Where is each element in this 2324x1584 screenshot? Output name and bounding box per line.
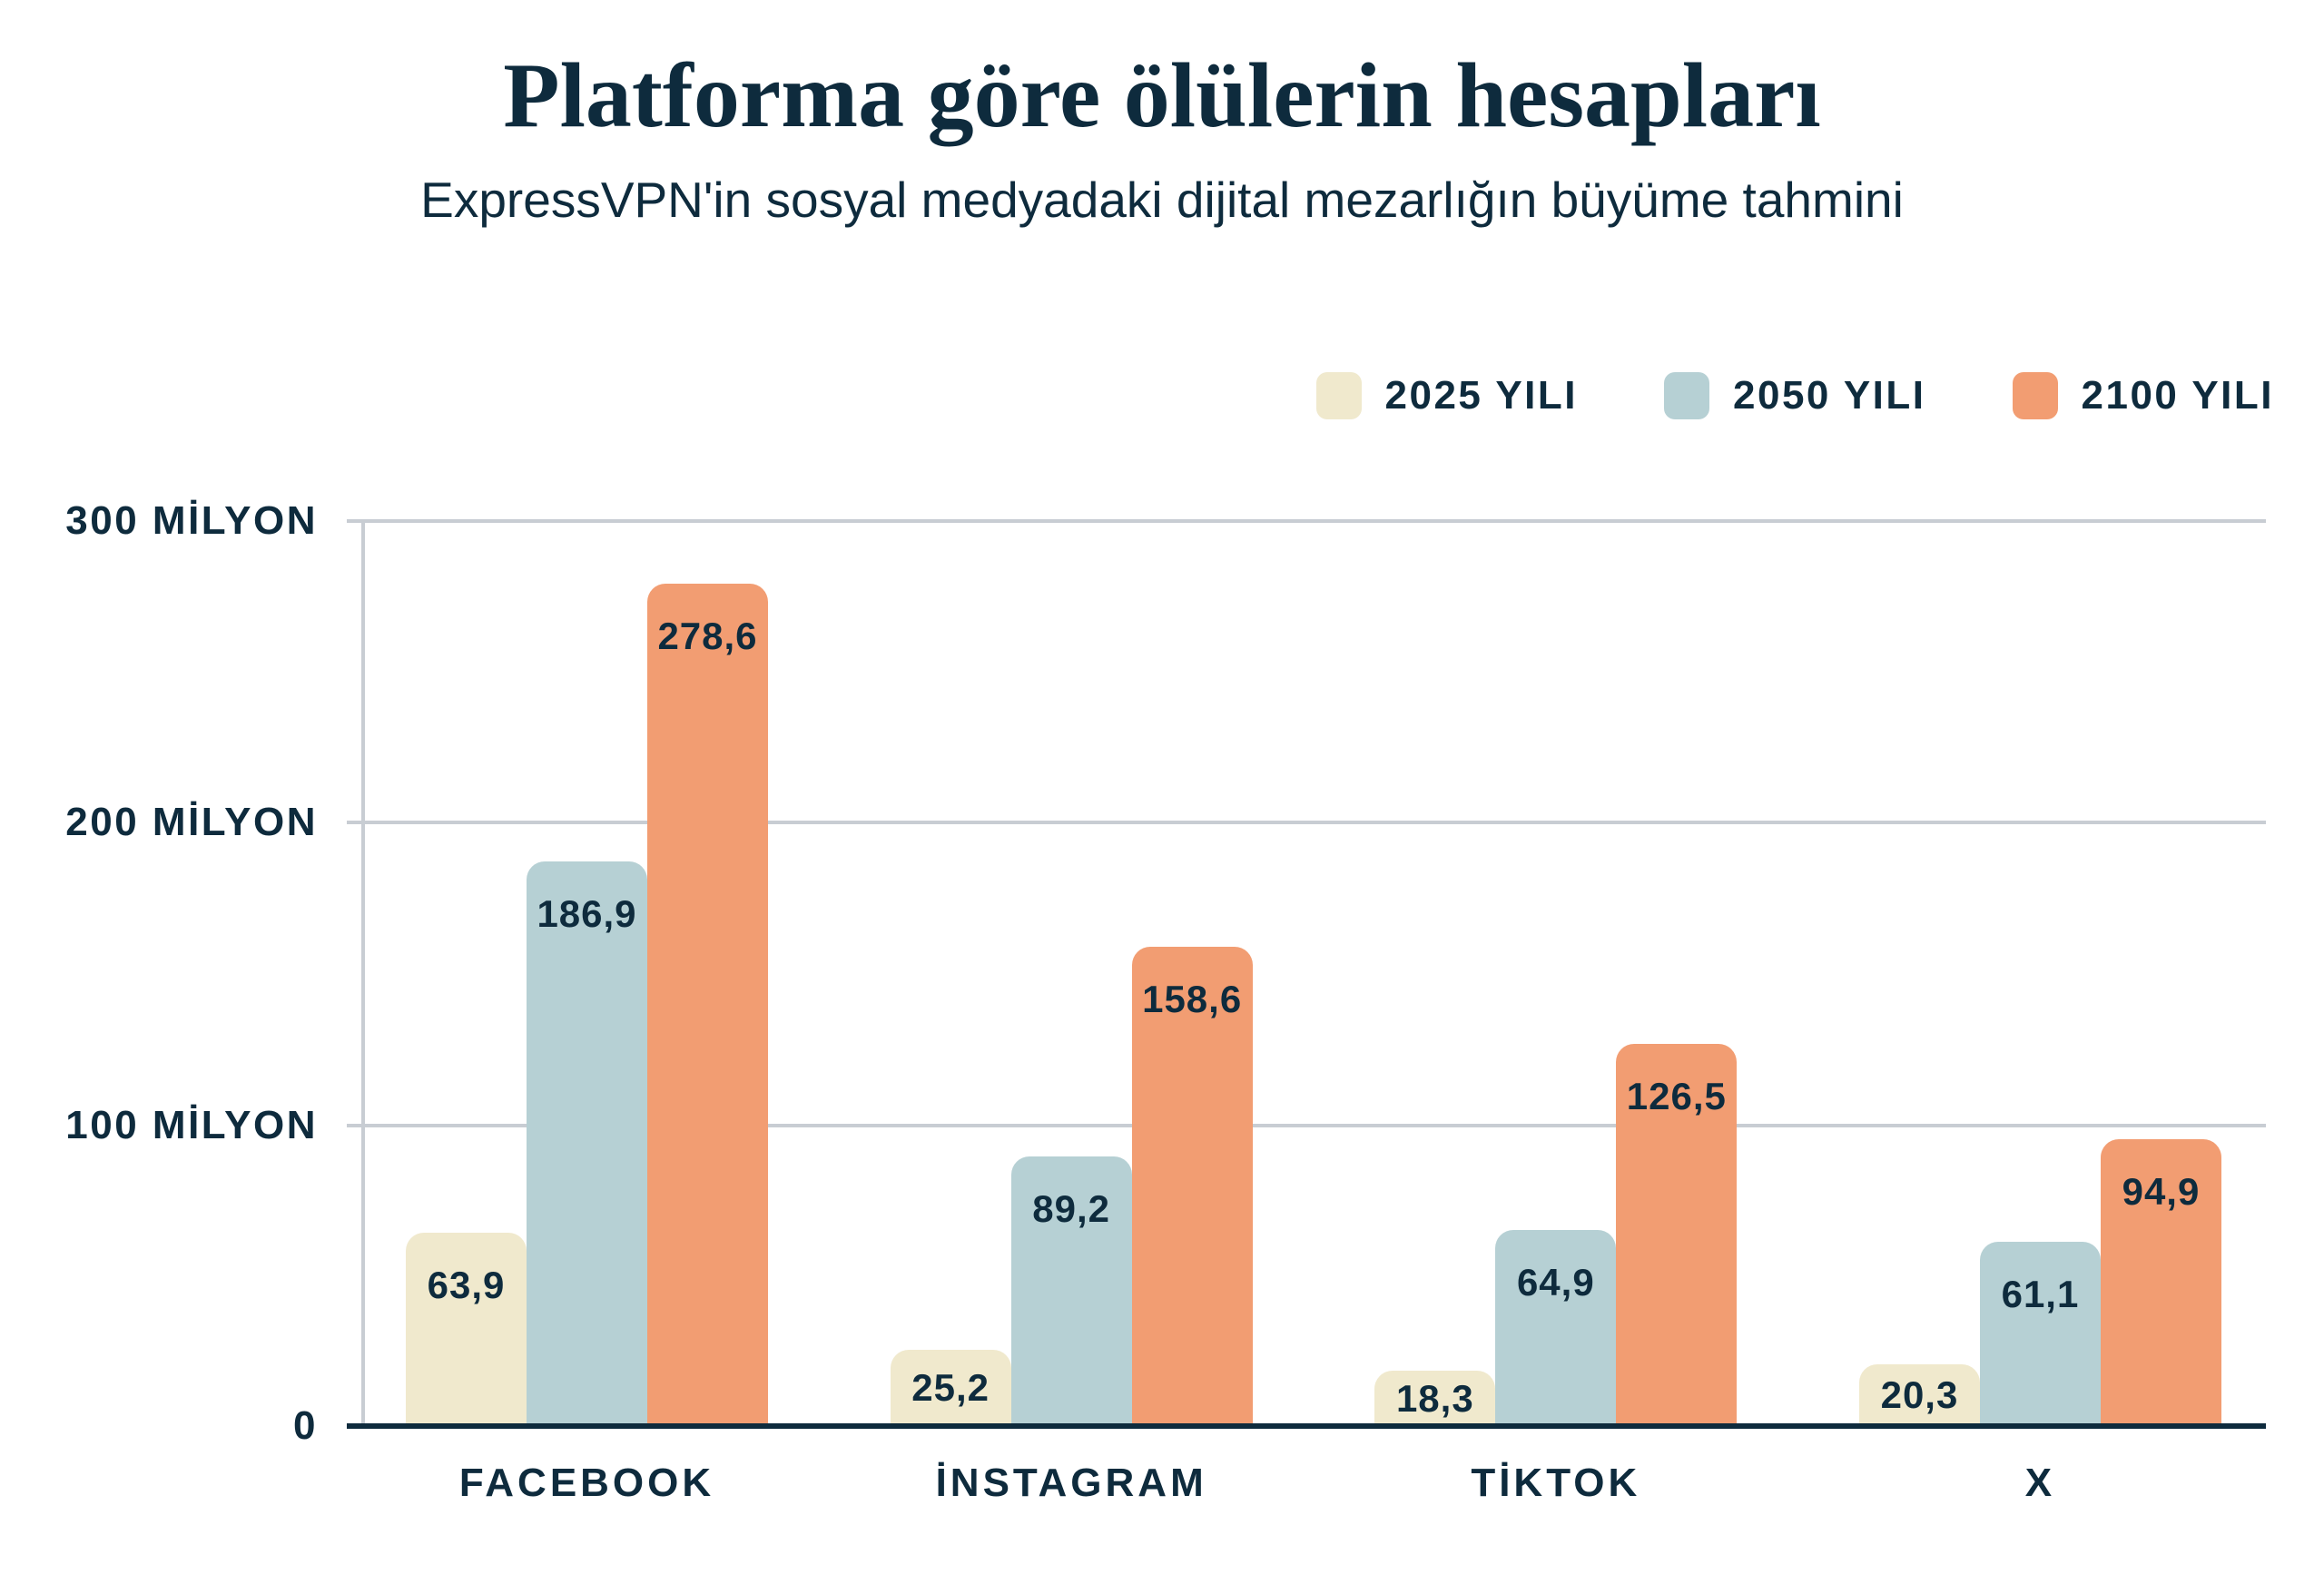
bar-2025-yili-tiktok: 18,3 <box>1374 1371 1496 1426</box>
bar-value-label-2050-yili-facebook: 186,9 <box>537 892 637 935</box>
bar-value-label-2050-yili-x: 61,1 <box>2001 1273 2080 1315</box>
bar-2050-yili-tiktok: 64,9 <box>1495 1230 1617 1426</box>
bar-group-instagram: 25,2 89,2 158,6 İNSTAGRAM <box>890 519 1253 1505</box>
legend-item-2025: 2025 YILI <box>1315 372 1579 419</box>
legend-swatch-2100 <box>2012 372 2058 419</box>
chart-title: Platforma göre ölülerin hesapları <box>503 44 1821 147</box>
y-axis-line <box>361 519 365 1426</box>
bar-value-label-2050-yili-instagram: 89,2 <box>1032 1187 1111 1230</box>
bar-group-x: 20,3 61,1 94,9 X <box>1858 519 2221 1505</box>
bar-group-tiktok: 18,3 64,9 126,5 TİKTOK <box>1374 519 1738 1505</box>
legend-swatch-2050 <box>1664 372 1709 419</box>
legend: 2025 YILI 2050 YILI 2100 YILI <box>0 370 2324 421</box>
category-label-instagram: İNSTAGRAM <box>935 1461 1207 1505</box>
legend-item-2100: 2100 YILI <box>2012 372 2275 419</box>
bar-value-label-2025-yili-instagram: 25,2 <box>911 1366 990 1409</box>
bar-value-label-2100-yili-instagram: 158,6 <box>1142 978 1243 1020</box>
bar-2100-yili-x: 94,9 <box>2100 1139 2221 1426</box>
bar-value-label-2050-yili-tiktok: 64,9 <box>1516 1261 1595 1304</box>
bar-2050-yili-facebook: 186,9 <box>527 861 647 1426</box>
bar-2100-yili-instagram: 158,6 <box>1131 947 1253 1426</box>
bar-2050-yili-x: 61,1 <box>1979 1242 2101 1426</box>
bar-value-label-2025-yili-facebook: 63,9 <box>427 1264 506 1306</box>
chart-subtitle: ExpressVPN'in sosyal medyadaki dijital m… <box>420 172 1904 228</box>
bar-2025-yili-facebook: 63,9 <box>406 1233 527 1426</box>
bar-2025-yili-instagram: 25,2 <box>890 1350 1011 1426</box>
gridline-100 <box>347 1124 2266 1127</box>
bar-value-label-2025-yili-x: 20,3 <box>1880 1373 1959 1416</box>
legend-item-2050: 2050 YILI <box>1664 372 1926 419</box>
y-axis-tick-100: 100 MİLYON <box>65 1103 318 1147</box>
y-axis-tick-300: 300 MİLYON <box>65 498 318 543</box>
y-axis-tick-0: 0 <box>293 1403 318 1448</box>
category-label-x: X <box>2024 1461 2056 1505</box>
legend-label-2100: 2100 YILI <box>2081 373 2274 418</box>
y-axis-tick-200: 200 MİLYON <box>65 800 318 844</box>
gridline-300 <box>347 519 2266 523</box>
category-label-facebook: FACEBOOK <box>458 1461 715 1505</box>
bar-value-label-2100-yili-x: 94,9 <box>2122 1170 2201 1213</box>
bar-2100-yili-facebook: 278,6 <box>647 584 768 1426</box>
bar-2050-yili-instagram: 89,2 <box>1010 1156 1132 1426</box>
bar-value-label-2100-yili-facebook: 278,6 <box>657 615 758 657</box>
bar-value-label-2025-yili-tiktok: 18,3 <box>1395 1376 1474 1420</box>
x-axis-line <box>347 1423 2266 1429</box>
bar-value-label-2100-yili-tiktok: 126,5 <box>1626 1075 1727 1117</box>
bar-2025-yili-x: 20,3 <box>1858 1364 1980 1426</box>
legend-label-2050: 2050 YILI <box>1733 373 1926 418</box>
legend-label-2025: 2025 YILI <box>1384 373 1578 418</box>
category-label-tiktok: TİKTOK <box>1471 1461 1641 1505</box>
bar-2100-yili-tiktok: 126,5 <box>1616 1044 1738 1426</box>
gridline-200 <box>347 821 2266 824</box>
plot-area: 300 MİLYON 200 MİLYON 100 MİLYON 0 63,9 1… <box>65 498 2266 1505</box>
bar-group-facebook: 63,9 186,9 278,6 FACEBOOK <box>406 519 768 1505</box>
legend-swatch-2025 <box>1315 372 1362 419</box>
bar-groups: 63,9 186,9 278,6 FACEBOOK 25,2 89,2 158,6 İNSTA… <box>361 519 2266 1505</box>
